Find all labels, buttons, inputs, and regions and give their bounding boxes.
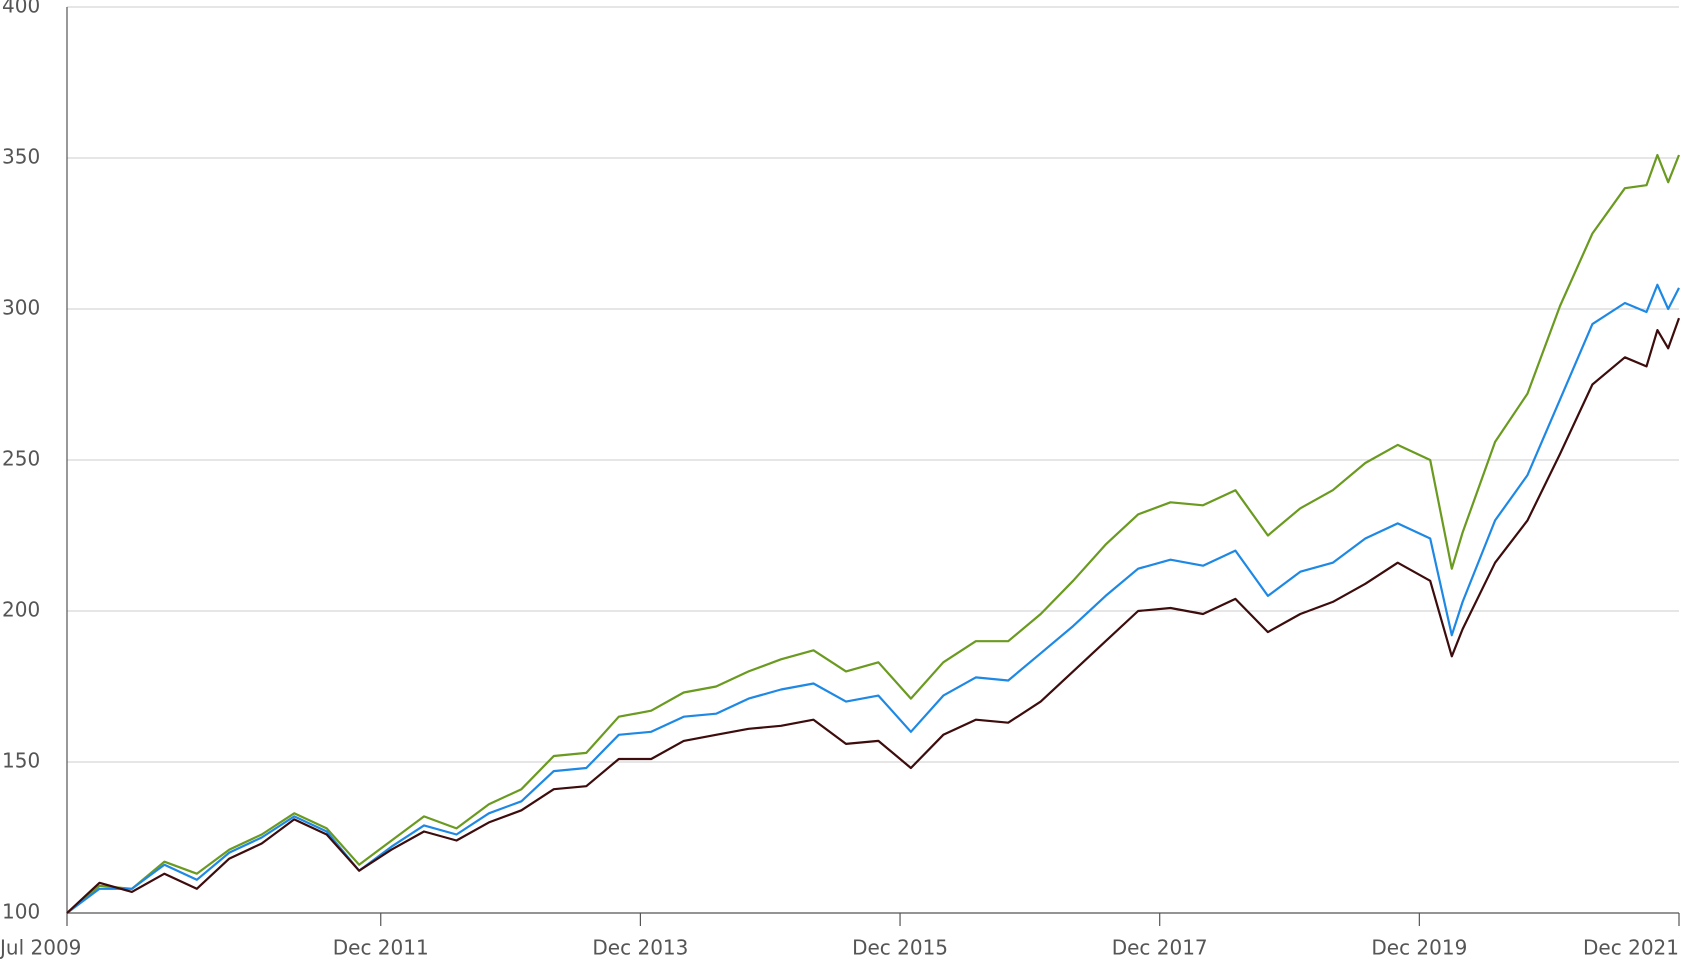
x-tick-label: Dec 2015 <box>852 936 948 960</box>
y-tick-label: 150 <box>2 749 40 773</box>
series-line <box>66 283 1680 914</box>
y-tick-label: 200 <box>2 598 40 622</box>
x-tick-label: Dec 2013 <box>592 936 688 960</box>
series-line <box>66 153 1681 914</box>
y-tick-label: 300 <box>2 296 40 320</box>
y-tick-label: 400 <box>2 0 40 18</box>
x-tick-label: Dec 2019 <box>1371 936 1467 960</box>
y-tick-label: 100 <box>2 900 40 924</box>
x-tick-label: Dec 2021 <box>1583 936 1679 960</box>
x-tick-label: Dec 2017 <box>1112 936 1208 960</box>
y-tick-label: 250 <box>2 447 40 471</box>
series-line <box>66 317 1681 914</box>
y-tick-label: 350 <box>2 145 40 169</box>
x-tick-label: Dec 2011 <box>333 936 429 960</box>
x-tick-label: Jul 2009 <box>0 936 81 960</box>
